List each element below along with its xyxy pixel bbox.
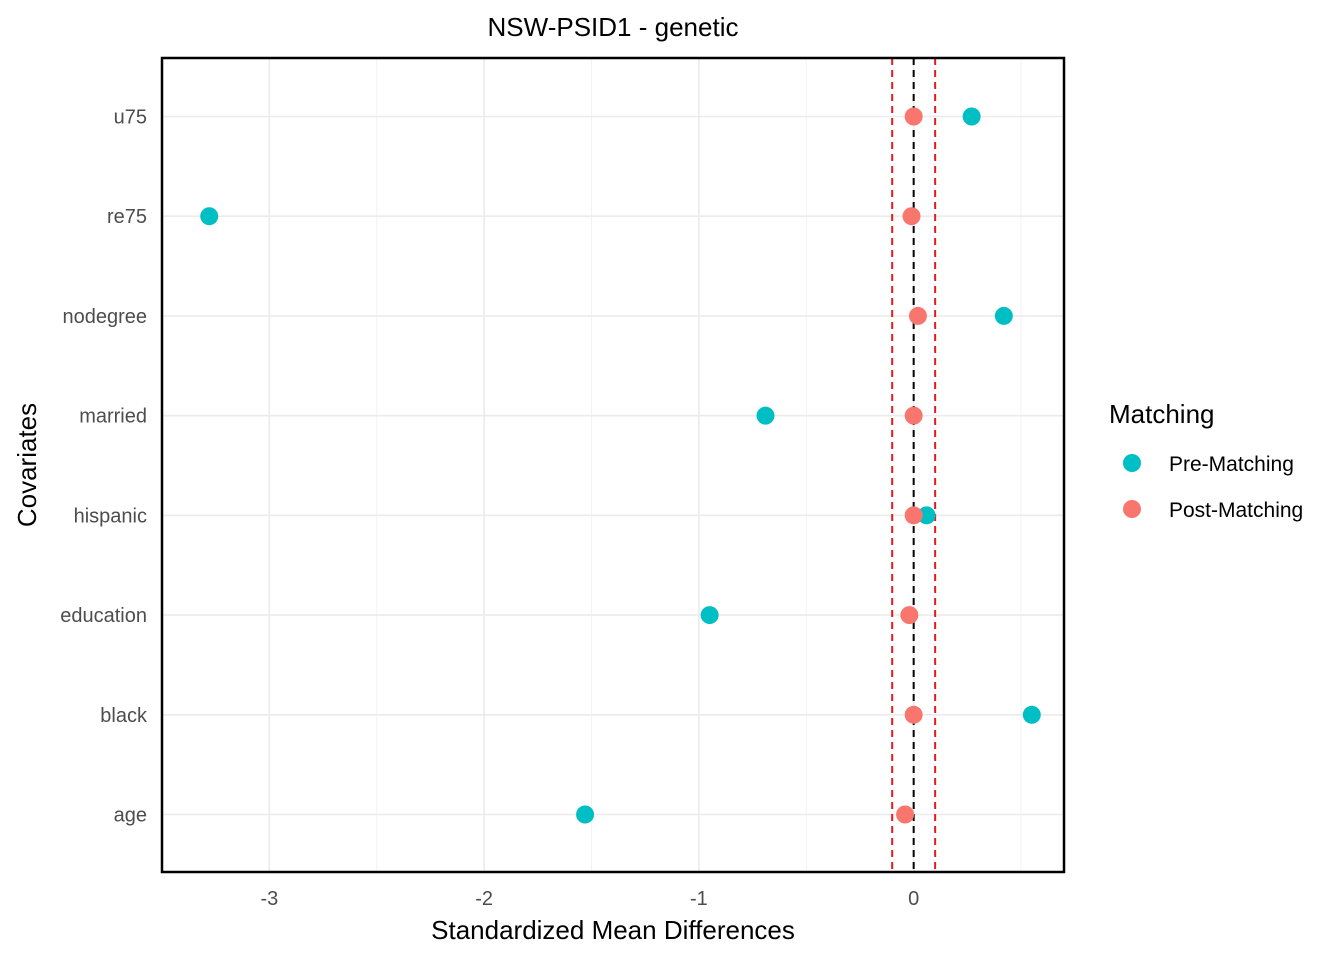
y-tick-label: education xyxy=(60,605,147,627)
data-point-pre-matching-re75 xyxy=(200,207,219,226)
x-axis-ticks: -3 -2 -1 0 xyxy=(260,888,919,910)
y-tick-label: married xyxy=(79,406,147,428)
data-point-pre-matching-hispanic xyxy=(917,506,936,525)
legend-key xyxy=(1123,454,1141,472)
legend-label: Pre-Matching xyxy=(1169,453,1294,476)
data-point-pre-matching-black xyxy=(1022,705,1041,724)
y-tick-label: nodegree xyxy=(62,306,147,328)
data-points xyxy=(200,107,1041,824)
data-point-pre-matching-u75 xyxy=(962,107,981,126)
legend-key xyxy=(1123,500,1141,518)
data-point-post-matching-married xyxy=(904,406,923,425)
y-axis-ticks: age black education hispanic married nodegree… xyxy=(60,107,148,827)
y-tick-label: re75 xyxy=(107,206,147,228)
legend: Matching Pre-Matching Post-Matching xyxy=(1109,399,1303,522)
y-tick-label: age xyxy=(114,805,147,827)
data-point-post-matching-hispanic xyxy=(904,506,923,525)
x-axis-label: Standardized Mean Differences xyxy=(431,915,795,945)
y-tick-label: u75 xyxy=(114,107,147,129)
data-point-pre-matching-married xyxy=(756,406,775,425)
reference-lines xyxy=(891,58,937,872)
data-point-post-matching-age xyxy=(896,805,915,824)
x-tick-label: 0 xyxy=(908,888,919,910)
data-point-post-matching-nodegree xyxy=(908,306,927,325)
data-point-post-matching-u75 xyxy=(904,107,923,126)
data-point-pre-matching-nodegree xyxy=(994,306,1013,325)
x-tick-label: -3 xyxy=(260,888,278,910)
y-tick-label: black xyxy=(100,705,148,727)
data-point-post-matching-education xyxy=(900,606,919,625)
panel-border xyxy=(160,56,1066,874)
legend-label: Post-Matching xyxy=(1169,499,1303,522)
x-tick-label: -1 xyxy=(690,888,708,910)
data-point-post-matching-re75 xyxy=(902,207,921,226)
data-point-pre-matching-education xyxy=(700,606,719,625)
grid xyxy=(161,58,1064,872)
x-tick-label: -2 xyxy=(475,888,493,910)
y-axis-label: Covariates xyxy=(12,403,42,527)
legend-title: Matching xyxy=(1109,399,1215,429)
data-point-post-matching-black xyxy=(904,705,923,724)
y-tick-label: hispanic xyxy=(74,505,147,527)
data-point-pre-matching-age xyxy=(576,805,595,824)
chart-title: NSW-PSID1 - genetic xyxy=(488,12,739,42)
legend-items: Pre-Matching Post-Matching xyxy=(1123,453,1303,522)
